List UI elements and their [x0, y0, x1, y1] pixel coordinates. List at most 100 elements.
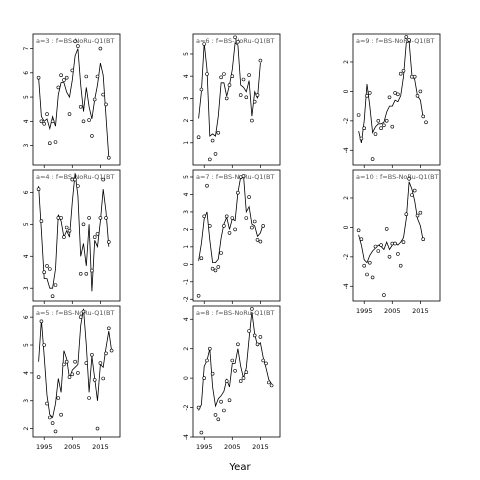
panel-6: a=8 : f=BS-NoRu-Q1(BT -4 -2 0 2 4 1995 2005 2015 [183, 305, 281, 451]
data-point [367, 91, 372, 95]
y-tick-label: 4 [183, 192, 190, 196]
y-tick-label: 3 [183, 210, 190, 214]
data-point [269, 383, 274, 388]
data-point [208, 157, 212, 162]
data-point [202, 214, 206, 219]
data-point [219, 251, 223, 255]
data-point [78, 271, 83, 276]
data-point [238, 93, 243, 97]
data-point [213, 413, 218, 417]
y-tick-label: -1 [183, 279, 190, 285]
x-tick-label: 2015 [92, 443, 109, 451]
panel-frame [192, 33, 281, 166]
data-point [216, 417, 221, 422]
data-point [62, 78, 66, 82]
data-point [421, 114, 426, 119]
fit-line [198, 311, 272, 411]
data-point [379, 126, 383, 130]
data-point [244, 95, 249, 100]
data-point [222, 224, 226, 228]
data-point [365, 94, 369, 98]
y-tick-label: -2 [343, 254, 350, 260]
x-tick-label: 1995 [196, 443, 213, 451]
data-point [67, 228, 72, 233]
data-point [101, 376, 105, 381]
x-tick-label: 2005 [64, 443, 81, 451]
x-tick-label: 2005 [224, 443, 241, 451]
fit-line [38, 48, 110, 158]
data-point [412, 188, 417, 193]
data-point [70, 372, 75, 377]
data-point [359, 237, 364, 241]
data-point [401, 240, 406, 244]
data-point [379, 243, 383, 247]
y-tick-label: 4 [183, 74, 190, 78]
data-point [250, 225, 254, 230]
data-point [95, 74, 100, 79]
data-point [224, 379, 229, 383]
data-point [95, 232, 100, 236]
data-point [62, 362, 66, 367]
data-point [404, 35, 409, 39]
data-point [47, 415, 52, 420]
data-point [53, 140, 58, 144]
fit-line [198, 174, 264, 263]
data-point [255, 342, 260, 347]
data-point [210, 138, 215, 143]
data-point [109, 348, 114, 353]
data-point [73, 39, 77, 44]
panel-frame [192, 305, 281, 438]
data-point [62, 235, 66, 239]
panel-title: a=10 : f=BS-NoRu-Q1(BT [356, 173, 439, 181]
panel-frame [352, 33, 441, 166]
data-point [264, 361, 268, 366]
data-point [258, 335, 263, 339]
data-point [250, 118, 254, 123]
y-tick-label: 3 [23, 399, 30, 403]
y-tick-label: 6 [23, 190, 30, 194]
data-point [67, 375, 72, 379]
data-point [202, 376, 206, 380]
data-point [356, 228, 361, 233]
data-point [81, 309, 86, 314]
data-point [45, 401, 49, 406]
data-point [67, 112, 72, 116]
data-point [241, 376, 246, 380]
data-point [39, 119, 44, 124]
data-point [356, 113, 361, 117]
y-tick-label: 4 [23, 119, 30, 123]
data-point [367, 260, 372, 265]
panel-frame [352, 169, 441, 302]
panel-title: a=5 : f=BS-NoRu-Q1(BT [36, 309, 114, 317]
data-point [247, 329, 251, 333]
y-tick-label: -4 [343, 283, 350, 289]
data-point [104, 216, 108, 220]
data-point [107, 326, 111, 331]
data-point [81, 222, 86, 227]
data-point [373, 132, 378, 136]
data-point [196, 135, 201, 139]
data-point [104, 351, 108, 356]
data-point [50, 119, 55, 124]
data-point [73, 359, 77, 364]
data-point [233, 368, 237, 373]
data-point [382, 293, 386, 297]
data-point [78, 315, 83, 319]
data-point [47, 141, 52, 145]
data-point [266, 380, 271, 385]
data-point [396, 252, 400, 256]
data-point [247, 195, 251, 199]
data-point [84, 361, 89, 365]
data-point [42, 122, 47, 126]
x-tick-label: 1995 [356, 307, 373, 315]
x-axis-label: Year [228, 462, 251, 473]
data-point [261, 224, 266, 228]
data-point [227, 83, 232, 87]
data-point [101, 177, 105, 182]
data-point [224, 214, 229, 219]
panel-7: a=9 : f=BS-NoRu-Q1(BT -4 -2 0 2 [343, 33, 441, 168]
data-point [196, 405, 201, 410]
y-tick-label: 1 [183, 245, 190, 249]
data-point [396, 92, 400, 97]
